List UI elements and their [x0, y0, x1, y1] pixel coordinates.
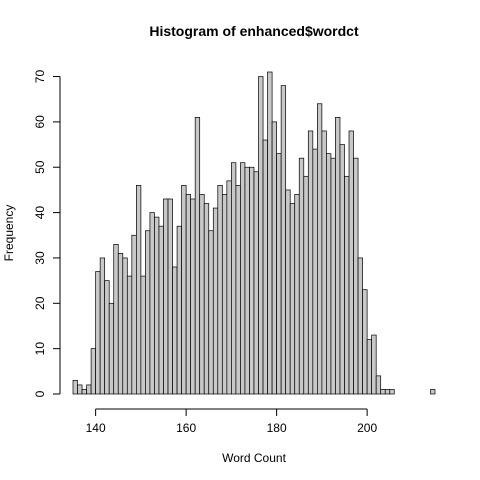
- histogram-bar: [90, 348, 96, 395]
- histogram-bar: [149, 212, 155, 395]
- histogram-bar: [226, 180, 232, 395]
- y-tick-label: 20: [33, 296, 47, 310]
- histogram-bar: [240, 162, 246, 395]
- y-tick-label: 0: [33, 390, 47, 397]
- y-tick-label: 50: [33, 160, 47, 174]
- y-axis-label: Frequency: [2, 205, 16, 262]
- x-axis: 140 160 180 200: [86, 408, 377, 435]
- histogram-bar: [108, 302, 115, 395]
- bars: [72, 71, 436, 395]
- histogram-bar: [298, 157, 305, 395]
- histogram-bar: [307, 130, 314, 395]
- histogram-bar: [321, 130, 327, 395]
- histogram-bar: [276, 153, 282, 395]
- histogram-bar: [294, 194, 300, 395]
- histogram-bar: [199, 194, 205, 395]
- histogram-bar: [330, 157, 336, 395]
- histogram-bar: [113, 243, 119, 395]
- histogram-bar: [217, 185, 223, 395]
- histogram-bar: [303, 175, 309, 395]
- histogram-bar: [280, 85, 287, 395]
- histogram-bar: [353, 157, 359, 395]
- histogram-bar: [176, 225, 182, 395]
- histogram-bar: [267, 71, 273, 395]
- histogram-bar: [221, 194, 228, 395]
- histogram-bar: [244, 166, 250, 395]
- histogram-bar: [231, 162, 237, 395]
- histogram-bar: [357, 257, 363, 395]
- x-tick-label: 160: [176, 421, 196, 435]
- histogram-bar: [203, 203, 210, 395]
- histogram-bar: [348, 130, 354, 395]
- histogram-bar: [339, 144, 345, 395]
- histogram-bar: [262, 139, 268, 395]
- y-tick-label: 40: [33, 206, 47, 220]
- y-tick-label: 60: [33, 115, 47, 129]
- histogram-bar: [289, 203, 296, 395]
- x-tick-label: 180: [267, 421, 287, 435]
- histogram-bar: [86, 384, 92, 395]
- histogram-bar: [172, 266, 178, 395]
- histogram-bar: [122, 257, 128, 395]
- x-tick-label: 140: [86, 421, 106, 435]
- histogram-bar: [158, 225, 164, 395]
- histogram-bar: [167, 198, 173, 395]
- histogram-bar: [380, 389, 386, 395]
- histogram-bar: [77, 384, 83, 395]
- histogram-bar: [154, 216, 160, 395]
- y-tick-label: 30: [33, 251, 47, 265]
- histogram-bar: [104, 280, 110, 395]
- x-axis-label: Word Count: [222, 451, 286, 465]
- histogram-bar: [136, 185, 142, 395]
- histogram-bar: [285, 189, 291, 395]
- histogram-bar: [117, 253, 124, 395]
- histogram-bar: [145, 230, 151, 395]
- histogram-bar: [95, 271, 101, 395]
- y-tick-label: 10: [33, 342, 47, 356]
- histogram-bar: [190, 198, 196, 395]
- histogram-bar: [140, 275, 146, 395]
- histogram-bar: [371, 334, 377, 395]
- histogram-bar: [430, 389, 436, 395]
- chart-title: Histogram of enhanced$wordct: [149, 23, 359, 39]
- histogram-bar: [72, 380, 78, 395]
- x-tick-label: 200: [357, 421, 377, 435]
- histogram-bar: [194, 116, 201, 395]
- histogram-bar: [317, 103, 323, 395]
- y-tick-label: 70: [33, 70, 47, 84]
- histogram-bar: [253, 171, 259, 395]
- histogram-bar: [131, 234, 137, 395]
- histogram-bar: [212, 207, 219, 395]
- histogram-bar: [389, 389, 395, 395]
- histogram-bar: [375, 375, 382, 395]
- histogram-bar: [208, 230, 214, 395]
- histogram-bar: [235, 185, 241, 395]
- histogram-bar: [99, 257, 106, 395]
- histogram-bar: [312, 148, 318, 395]
- histogram-bar: [258, 76, 264, 395]
- histogram-bar: [326, 153, 332, 395]
- histogram-bar: [185, 194, 192, 395]
- histogram-bar: [384, 389, 391, 395]
- histogram-bar: [181, 185, 187, 395]
- histogram-bar: [344, 175, 350, 395]
- histogram-bar: [163, 198, 169, 395]
- histogram-bar: [366, 339, 373, 395]
- histogram-bar: [362, 289, 368, 395]
- histogram-bar: [126, 275, 133, 395]
- y-axis: 0 10 20 30 40 50 60 70: [33, 70, 61, 397]
- histogram-bar: [249, 166, 255, 395]
- histogram-bar: [335, 116, 341, 395]
- histogram-bar: [271, 121, 277, 395]
- histogram-bar: [81, 389, 87, 395]
